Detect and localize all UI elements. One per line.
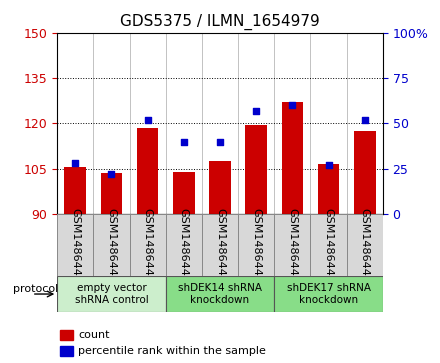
Text: GSM1486444: GSM1486444 [215, 208, 225, 282]
FancyBboxPatch shape [57, 214, 93, 276]
Text: GSM1486441: GSM1486441 [106, 208, 117, 282]
Bar [93, 33, 129, 214]
Point [325, 162, 332, 168]
Text: percentile rank within the sample: percentile rank within the sample [78, 346, 266, 356]
Bar [238, 33, 274, 214]
Point [180, 139, 187, 144]
Title: GDS5375 / ILMN_1654979: GDS5375 / ILMN_1654979 [120, 14, 320, 30]
FancyBboxPatch shape [57, 276, 166, 312]
Text: empty vector
shRNA control: empty vector shRNA control [75, 283, 148, 305]
FancyBboxPatch shape [347, 214, 383, 276]
Text: count: count [78, 330, 110, 340]
Point [216, 139, 224, 144]
Bar [60, 330, 73, 340]
Text: GSM1486445: GSM1486445 [251, 208, 261, 282]
Bar [60, 346, 73, 356]
Bar [282, 102, 303, 214]
Point [72, 160, 79, 166]
FancyBboxPatch shape [166, 276, 274, 312]
FancyBboxPatch shape [238, 214, 274, 276]
Text: GSM1486448: GSM1486448 [360, 208, 370, 282]
FancyBboxPatch shape [274, 276, 383, 312]
Text: shDEK17 shRNA
knockdown: shDEK17 shRNA knockdown [286, 283, 370, 305]
FancyBboxPatch shape [93, 214, 129, 276]
Text: shDEK14 shRNA
knockdown: shDEK14 shRNA knockdown [178, 283, 262, 305]
Point [289, 102, 296, 108]
Bar [129, 33, 166, 214]
Bar [173, 172, 194, 214]
Point [144, 117, 151, 123]
Text: GSM1486443: GSM1486443 [179, 208, 189, 282]
Bar [354, 131, 376, 214]
Bar [246, 125, 267, 214]
Bar [137, 128, 158, 214]
Bar [209, 161, 231, 214]
Bar [202, 33, 238, 214]
FancyBboxPatch shape [274, 214, 311, 276]
Text: GSM1486447: GSM1486447 [323, 208, 334, 282]
Text: protocol: protocol [13, 284, 59, 294]
FancyBboxPatch shape [311, 214, 347, 276]
FancyBboxPatch shape [129, 214, 166, 276]
Bar [57, 33, 93, 214]
Bar [166, 33, 202, 214]
Bar [318, 164, 339, 214]
Bar [274, 33, 311, 214]
Bar [101, 174, 122, 214]
Text: GSM1486442: GSM1486442 [143, 208, 153, 282]
Point [108, 171, 115, 177]
Point [253, 108, 260, 114]
Point [361, 117, 368, 123]
Bar [311, 33, 347, 214]
Text: GSM1486440: GSM1486440 [70, 208, 80, 282]
Bar [64, 167, 86, 214]
FancyBboxPatch shape [202, 214, 238, 276]
FancyBboxPatch shape [166, 214, 202, 276]
Text: GSM1486446: GSM1486446 [287, 208, 297, 282]
Bar [347, 33, 383, 214]
